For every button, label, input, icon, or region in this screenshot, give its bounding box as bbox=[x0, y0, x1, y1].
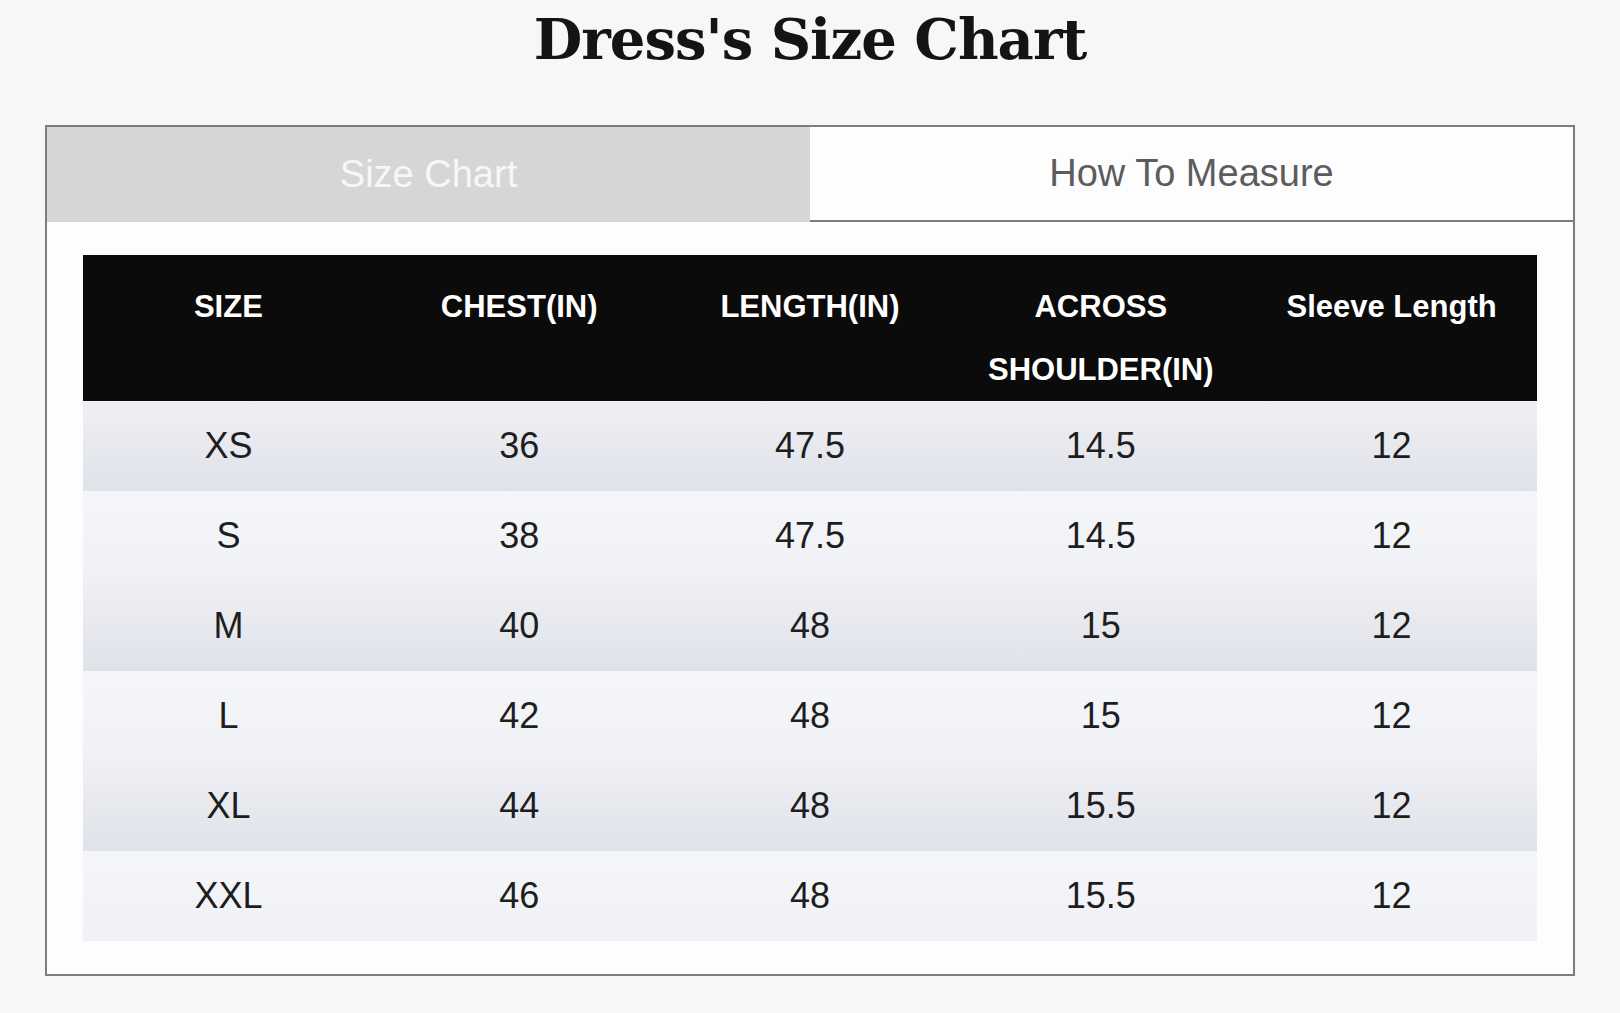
cell-length: 48 bbox=[665, 851, 956, 941]
table-row-xxl: XXL 46 48 15.5 12 bbox=[83, 851, 1537, 941]
header-cell-across-shoulder: ACROSS SHOULDER(IN) bbox=[955, 255, 1246, 401]
table-row-l: L 42 48 15 12 bbox=[83, 671, 1537, 761]
tab-size-chart-label: Size Chart bbox=[340, 153, 517, 196]
size-table-header-row: SIZE CHEST(IN) LENGTH(IN) ACROSS SHOULDE… bbox=[83, 255, 1537, 401]
cell-shoulder: 14.5 bbox=[955, 491, 1246, 581]
tab-how-to-measure[interactable]: How To Measure bbox=[810, 127, 1573, 222]
cell-size: L bbox=[83, 671, 374, 761]
page-title: Dress's Size Chart bbox=[0, 0, 1620, 72]
cell-shoulder: 15.5 bbox=[955, 851, 1246, 941]
cell-sleeve: 12 bbox=[1246, 671, 1537, 761]
cell-length: 47.5 bbox=[665, 401, 956, 491]
cell-length: 47.5 bbox=[665, 491, 956, 581]
table-row-xl: XL 44 48 15.5 12 bbox=[83, 761, 1537, 851]
tab-size-chart[interactable]: Size Chart bbox=[47, 127, 810, 222]
size-table-container: SIZE CHEST(IN) LENGTH(IN) ACROSS SHOULDE… bbox=[47, 222, 1573, 978]
cell-chest: 42 bbox=[374, 671, 665, 761]
tab-bar: Size Chart How To Measure bbox=[47, 127, 1573, 222]
cell-shoulder: 15.5 bbox=[955, 761, 1246, 851]
header-cell-sleeve-length: Sleeve Length bbox=[1246, 255, 1537, 401]
cell-chest: 36 bbox=[374, 401, 665, 491]
header-cell-size: SIZE bbox=[83, 255, 374, 401]
cell-chest: 40 bbox=[374, 581, 665, 671]
cell-sleeve: 12 bbox=[1246, 491, 1537, 581]
size-table: SIZE CHEST(IN) LENGTH(IN) ACROSS SHOULDE… bbox=[83, 255, 1537, 941]
header-cell-length: LENGTH(IN) bbox=[665, 255, 956, 401]
tab-how-to-measure-label: How To Measure bbox=[1049, 152, 1333, 195]
cell-length: 48 bbox=[665, 581, 956, 671]
cell-length: 48 bbox=[665, 671, 956, 761]
cell-sleeve: 12 bbox=[1246, 851, 1537, 941]
cell-chest: 44 bbox=[374, 761, 665, 851]
cell-chest: 38 bbox=[374, 491, 665, 581]
cell-size: S bbox=[83, 491, 374, 581]
cell-length: 48 bbox=[665, 761, 956, 851]
cell-chest: 46 bbox=[374, 851, 665, 941]
table-row-s: S 38 47.5 14.5 12 bbox=[83, 491, 1537, 581]
cell-size: XS bbox=[83, 401, 374, 491]
header-cell-chest: CHEST(IN) bbox=[374, 255, 665, 401]
cell-shoulder: 15 bbox=[955, 671, 1246, 761]
cell-shoulder: 15 bbox=[955, 581, 1246, 671]
cell-shoulder: 14.5 bbox=[955, 401, 1246, 491]
table-row-xs: XS 36 47.5 14.5 12 bbox=[83, 401, 1537, 491]
cell-sleeve: 12 bbox=[1246, 401, 1537, 491]
cell-size: M bbox=[83, 581, 374, 671]
cell-sleeve: 12 bbox=[1246, 581, 1537, 671]
table-row-m: M 40 48 15 12 bbox=[83, 581, 1537, 671]
cell-sleeve: 12 bbox=[1246, 761, 1537, 851]
cell-size: XXL bbox=[83, 851, 374, 941]
size-chart-panel: Size Chart How To Measure SIZE CHEST(IN)… bbox=[45, 125, 1575, 976]
cell-size: XL bbox=[83, 761, 374, 851]
